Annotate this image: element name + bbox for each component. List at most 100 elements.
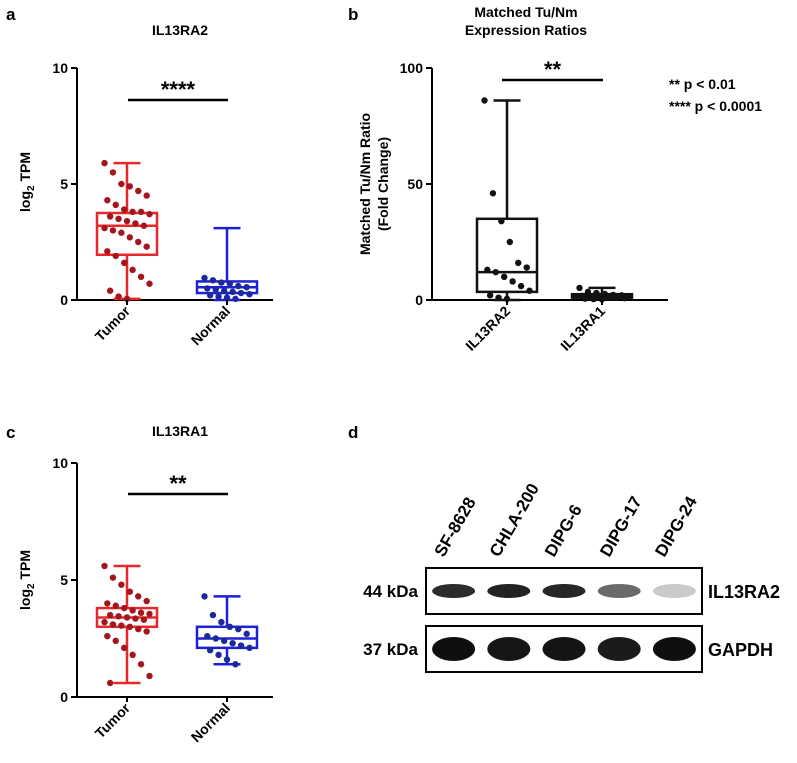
c-data-point: [143, 597, 150, 605]
c-data-point: [223, 656, 231, 663]
lane-label: DIPG-6: [541, 501, 586, 560]
a-data-point: [112, 201, 119, 209]
b-data-point: [576, 284, 583, 292]
c-data-point: [120, 644, 128, 652]
a-data-point: [109, 169, 117, 176]
b-data-point: [590, 295, 597, 303]
mw-marker: 37 kDa: [363, 640, 418, 659]
b-data-point: [486, 292, 494, 299]
panel-a-ylabel-tail: TPM: [17, 152, 33, 185]
a-data-point: [112, 252, 119, 260]
lane-label: DIPG-24: [651, 493, 701, 560]
c-data-point: [146, 672, 153, 680]
c-data-point: [137, 609, 145, 616]
c-data-point: [123, 614, 131, 621]
a-data-point: [126, 234, 134, 241]
blot-band: [597, 584, 641, 598]
b-ytick-label: 100: [400, 60, 424, 76]
b-data-point: [581, 295, 589, 302]
blot-band: [487, 584, 531, 598]
c-data-point: [229, 639, 236, 647]
panel-letter-b: b: [348, 5, 358, 24]
c-data-point: [209, 611, 217, 619]
a-data-point: [146, 210, 153, 218]
a-data-point: [101, 224, 108, 232]
a-data-point: [115, 293, 122, 300]
c-data-point: [215, 651, 222, 659]
panel-a-ylabel-main: log: [17, 191, 33, 212]
a-data-point: [204, 285, 211, 292]
b-data-point: [604, 294, 611, 301]
c-data-point: [137, 661, 145, 668]
panel-a-ylabel-sub: 2: [26, 185, 37, 191]
panel-b-legend-1: ** p < 0.01: [669, 76, 736, 92]
c-data-point: [118, 622, 125, 629]
panel-c-ylabel-sub: 2: [26, 583, 37, 589]
a-data-point: [120, 206, 128, 213]
c-data-point: [226, 623, 234, 630]
a-data-point: [126, 183, 134, 190]
panel-b-title-line1: Matched Tu/Nm: [474, 4, 577, 20]
c-data-point: [109, 621, 117, 628]
panel-letter-c: c: [6, 423, 15, 442]
panel-a-plot: 0 5 10 **** Tumor Normal: [52, 60, 273, 348]
a-data-point: [229, 288, 236, 296]
c-ytick-label: 5: [60, 572, 68, 588]
a-data-point: [206, 292, 214, 299]
svg-text:log2 TPM: log2 TPM: [17, 152, 37, 212]
blot-band: [542, 584, 586, 598]
panel-c-title: IL13RA1: [152, 423, 208, 439]
c-data-point: [101, 562, 108, 570]
c-data-point: [246, 644, 253, 652]
a-data-point: [118, 229, 125, 236]
panel-a: a IL13RA2 log2 TPM 0 5 10 **** Tumor Normal: [6, 5, 273, 348]
a-data-point: [104, 197, 111, 204]
panel-c: c IL13RA1 log2 TPM 0 5 10 ** Tumor Normal: [6, 423, 273, 745]
c-data-point: [143, 628, 150, 635]
c-data-point: [120, 604, 128, 612]
b-ytick-label: 50: [407, 176, 423, 192]
a-ytick-label: 10: [52, 60, 68, 76]
a-data-point: [146, 280, 153, 287]
b-data-point: [481, 97, 488, 104]
b-data-point: [621, 294, 628, 302]
a-data-point: [104, 248, 111, 255]
panel-b-ylabel-line2: (Fold Change): [375, 137, 391, 231]
c-data-point: [126, 623, 134, 630]
c-data-point: [106, 611, 114, 619]
blot-band: [597, 637, 641, 661]
blot-band: [487, 637, 531, 661]
a-data-point: [132, 220, 139, 227]
a-data-point: [201, 274, 208, 282]
a-category-label: Normal: [188, 303, 233, 348]
c-data-point: [118, 581, 125, 588]
a-data-point: [235, 282, 242, 290]
c-data-point: [129, 607, 136, 614]
a-data-point: [135, 187, 142, 195]
c-data-point: [212, 635, 219, 642]
c-data-point: [106, 679, 114, 687]
c-data-point: [135, 593, 142, 600]
c-data-point: [104, 632, 111, 640]
a-significance-label: ****: [161, 77, 196, 102]
b-data-point: [484, 266, 491, 274]
panel-b-title-line2: Expression Ratios: [465, 22, 587, 38]
blot-band: [432, 584, 476, 598]
c-data-point: [129, 651, 136, 659]
panel-c-ylabel-main: log: [17, 589, 33, 610]
c-data-point: [146, 610, 153, 618]
a-data-point: [243, 284, 250, 291]
a-data-point: [220, 287, 228, 294]
a-data-point: [226, 280, 234, 287]
panel-b: b Matched Tu/Nm Expression Ratios Matche…: [348, 4, 762, 354]
a-box-tumor: [95, 211, 159, 257]
panel-b-plot: 0 50 100 ** IL13RA2 IL13RA1: [400, 57, 668, 354]
blot-band: [542, 637, 586, 661]
panel-b-ylabel-line1: Matched Tu/Nm Ratio: [357, 113, 373, 255]
b-box-il13ra2: [475, 217, 539, 294]
b-category-label: IL13RA1: [557, 303, 608, 354]
b-ytick-label: 0: [415, 292, 423, 308]
b-data-point: [517, 282, 525, 290]
c-data-point: [140, 616, 148, 623]
